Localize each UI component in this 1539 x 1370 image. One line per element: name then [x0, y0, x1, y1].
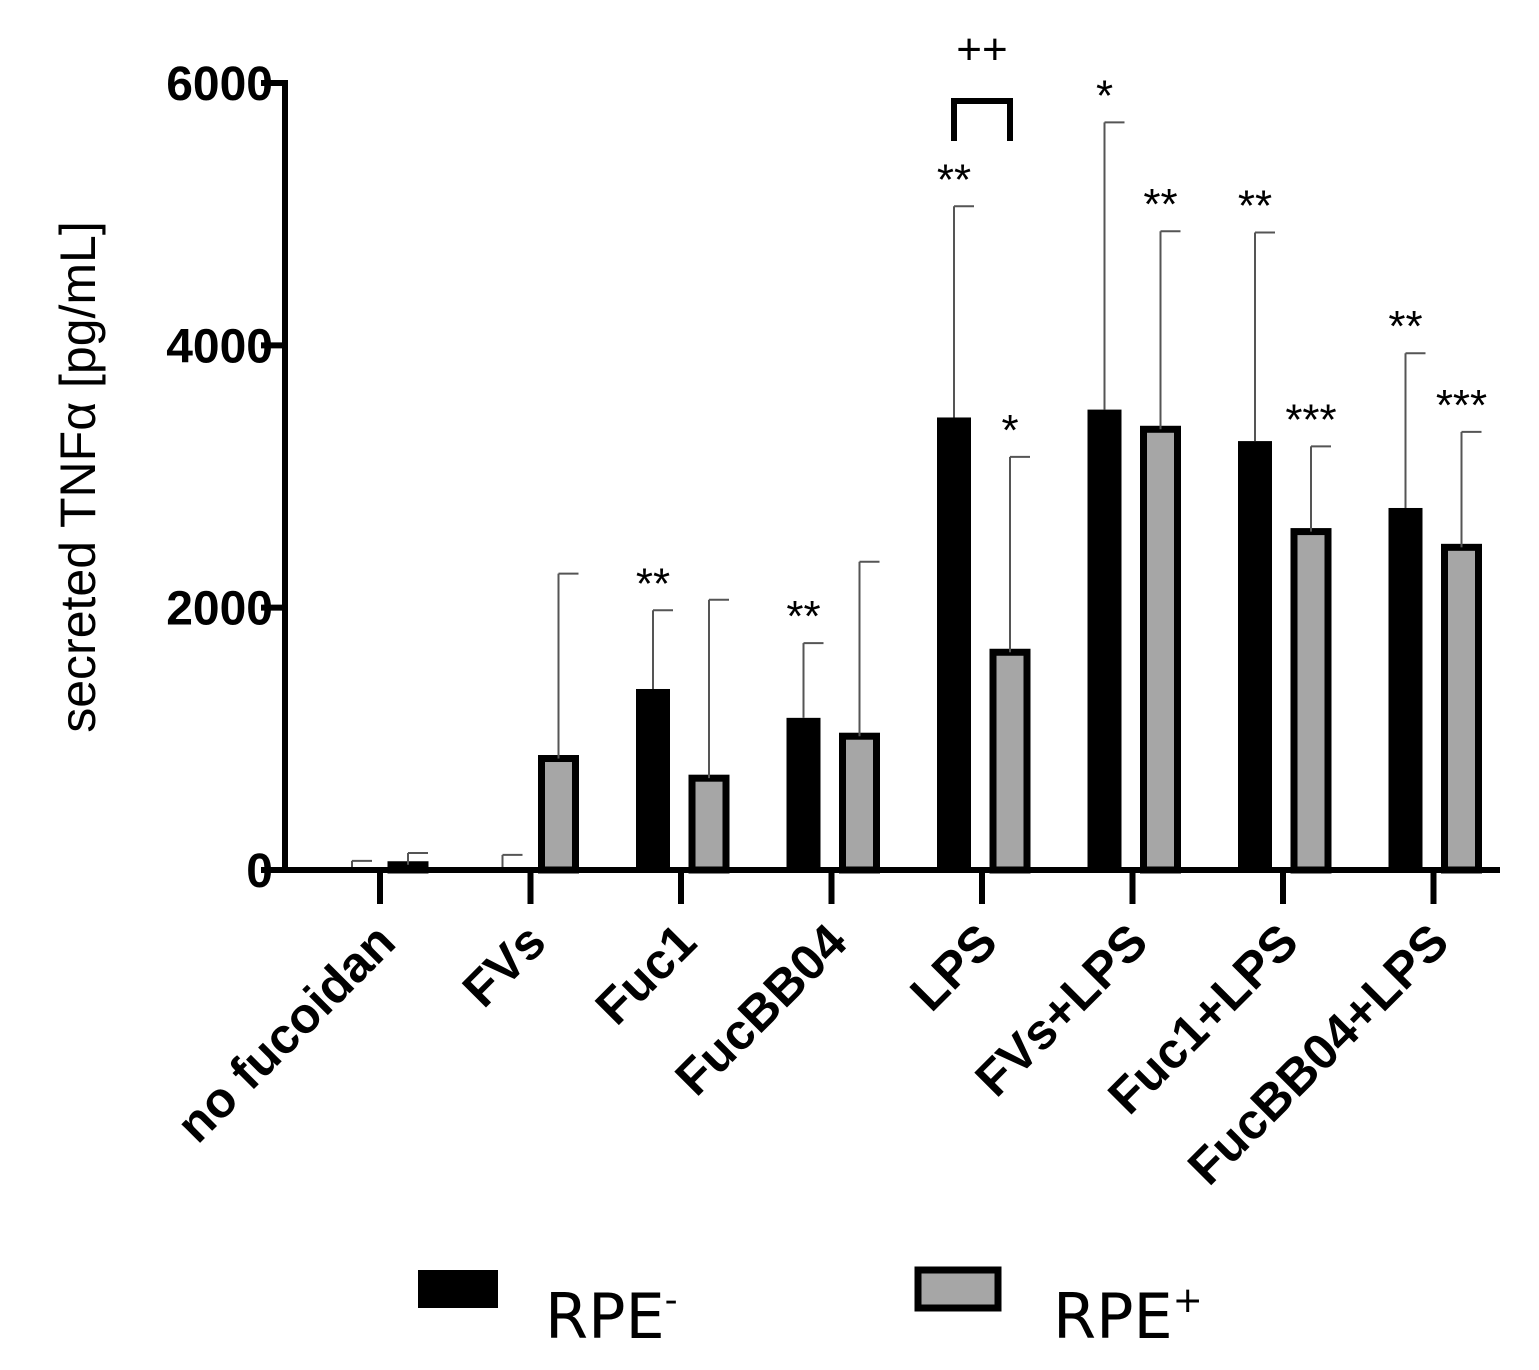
significance-label: ** — [1238, 182, 1272, 231]
bar-rpe-minus — [636, 688, 670, 870]
legend: RPE- RPE+ — [418, 1266, 1203, 1353]
bar-rpe-minus — [937, 417, 971, 870]
legend-label-rpe-plus: RPE+ — [1053, 1280, 1203, 1353]
comparison-bracket: ++ — [951, 25, 1013, 141]
significance-label: ** — [1143, 180, 1177, 229]
bar-rpe-minus — [1238, 441, 1272, 870]
y-tick-label: 4000 — [166, 320, 273, 373]
bar-rpe-plus — [989, 648, 1031, 874]
significance-label: * — [1001, 406, 1018, 455]
y-ticks-group: 0 2000 4000 6000 — [166, 58, 285, 898]
significance-label: *** — [1285, 395, 1336, 444]
significance-group: ***************** *** — [636, 71, 1487, 641]
bar-rpe-minus — [1087, 409, 1122, 870]
legend-superscript: - — [665, 1280, 678, 1321]
significance-label: ** — [636, 559, 670, 608]
bar-rpe-minus — [1388, 507, 1423, 870]
bar-rpe-plus — [538, 755, 579, 874]
x-tick-label: no fucoidan — [166, 913, 406, 1153]
error-bars-group — [351, 121, 1482, 870]
significance-label: * — [1096, 71, 1113, 120]
significance-label: ** — [937, 155, 971, 204]
significance-label: ** — [1388, 302, 1422, 351]
x-tick-label: FucBB04+LPS — [1177, 913, 1459, 1195]
bar-rpe-plus — [1441, 543, 1482, 874]
y-tick-label: 0 — [246, 845, 273, 898]
legend-superscript: + — [1173, 1280, 1203, 1321]
bar-rpe-plus — [1140, 425, 1181, 874]
bracket-label: ++ — [956, 25, 1007, 74]
x-tick-label: LPS — [899, 913, 1007, 1021]
significance-label: *** — [1436, 381, 1487, 430]
bar-rpe-minus — [786, 717, 821, 870]
axes-group — [282, 80, 1500, 873]
y-axis-label: secreted TNFα [pg/mL] — [50, 221, 106, 733]
y-tick-label: 2000 — [166, 583, 273, 636]
x-tick-label: Fuc1 — [585, 913, 707, 1035]
legend-swatch-rpe-plus — [914, 1266, 1002, 1312]
bracket-line — [951, 98, 1013, 141]
bars-group — [335, 409, 1482, 874]
x-tick-label: FVs — [452, 913, 556, 1017]
y-tick-label: 6000 — [166, 58, 273, 111]
bar-rpe-plus — [839, 732, 880, 874]
bar-rpe-plus — [1290, 528, 1332, 874]
bar-rpe-plus — [688, 774, 730, 874]
legend-label-rpe-minus: RPE- — [545, 1280, 678, 1353]
legend-swatch-rpe-minus — [418, 1270, 498, 1308]
significance-label: ** — [786, 592, 820, 641]
